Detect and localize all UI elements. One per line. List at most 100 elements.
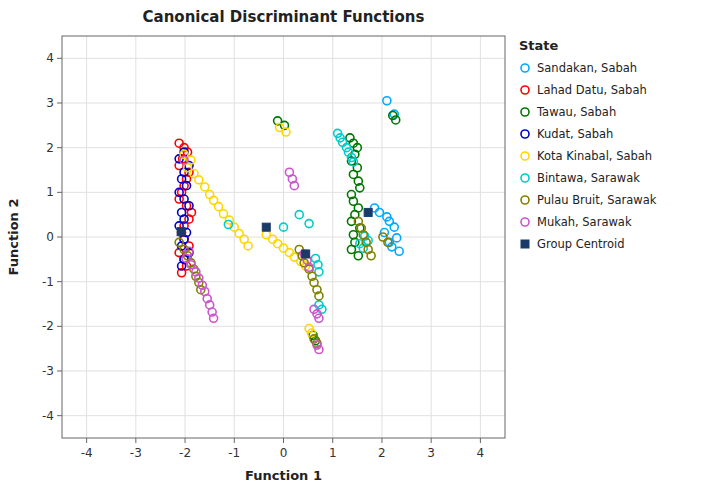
tick-mark (57, 237, 62, 238)
scatter-point (210, 314, 218, 322)
grid (62, 36, 505, 438)
grid-line (62, 103, 505, 104)
scatter-point (175, 238, 183, 246)
legend: State Sandakan, Sabah Lahad Datu, Sabah Taw… (519, 38, 657, 251)
legend-marker (521, 152, 529, 160)
scatter-point (183, 182, 191, 190)
scatter-point (347, 246, 355, 254)
tick-label: -2 (42, 319, 54, 333)
grid-line (62, 192, 505, 193)
scatter-point (395, 247, 403, 255)
scatter-point (269, 235, 277, 243)
legend-label: Bintawa, Sarawak (537, 171, 640, 185)
legend-marker (521, 240, 529, 248)
tick-mark (57, 192, 62, 193)
tick-label: -1 (42, 275, 54, 289)
scatter-point (305, 220, 313, 228)
tick-label: 0 (280, 446, 288, 460)
tick-label: 2 (46, 141, 54, 155)
tick-label: -3 (42, 364, 54, 378)
scatter-point (178, 229, 186, 237)
legend-marker (521, 130, 529, 138)
marks (175, 97, 403, 354)
tick-mark (283, 438, 284, 443)
scatter-point (280, 223, 288, 231)
tick-mark (57, 371, 62, 372)
axes: -4-3-2-101234-4-3-2-101234 (42, 36, 505, 460)
scatter-point (383, 97, 391, 105)
tick-mark (135, 438, 136, 443)
tick-mark (57, 103, 62, 104)
scatter-point (185, 202, 193, 210)
legend-marker (521, 64, 529, 72)
series (175, 139, 195, 277)
tick-label: -3 (130, 446, 142, 460)
tick-label: 2 (378, 446, 386, 460)
legend-marker (521, 196, 529, 204)
tick-mark (332, 438, 333, 443)
scatter-point (318, 305, 326, 313)
y-axis-label: Function 2 (6, 199, 21, 276)
x-axis-label: Function 1 (245, 468, 322, 483)
legend-label: Tawau, Sabah (536, 105, 616, 119)
tick-mark (185, 438, 186, 443)
tick-label: 3 (427, 446, 435, 460)
legend-marker (521, 218, 529, 226)
scatter-point (175, 139, 183, 147)
legend-label: Group Centroid (537, 237, 625, 251)
chart-svg: -4-3-2-101234-4-3-2-101234Canonical Disc… (0, 0, 710, 492)
scatter-point (201, 183, 209, 191)
tick-label: -4 (81, 446, 93, 460)
tick-label: 4 (477, 446, 485, 460)
legend-label: Kudat, Sabah (537, 127, 613, 141)
scatter-point (315, 314, 323, 322)
scatter-point (224, 220, 232, 228)
tick-mark (480, 438, 481, 443)
scatter-point (384, 238, 392, 246)
plot-frame (62, 36, 505, 438)
tick-label: 0 (46, 230, 54, 244)
tick-label: -1 (228, 446, 240, 460)
scatter-point (393, 234, 401, 242)
tick-mark (234, 438, 235, 443)
tick-mark (57, 147, 62, 148)
scatter-point (290, 182, 298, 190)
series (274, 112, 400, 345)
tick-mark (86, 438, 87, 443)
tick-label: -4 (42, 409, 54, 423)
scatter-point (390, 223, 398, 231)
grid-line (62, 147, 505, 148)
scatter-point (282, 128, 290, 136)
legend-label: Lahad Datu, Sabah (537, 83, 647, 97)
plot-background (62, 36, 505, 438)
tick-mark (57, 415, 62, 416)
tick-label: -2 (179, 446, 191, 460)
centroid-point (302, 250, 310, 258)
tick-mark (57, 281, 62, 282)
grid-line (62, 58, 505, 59)
tick-label: 4 (46, 51, 54, 65)
scatter-point (215, 203, 223, 211)
scatter-point (392, 116, 400, 124)
legend-label: Mukah, Sarawak (537, 215, 632, 229)
scatter-point (356, 184, 364, 192)
series (224, 129, 372, 313)
legend-label: Sandakan, Sabah (537, 61, 637, 75)
grid-line (62, 237, 505, 238)
tick-mark (431, 438, 432, 443)
grid-line (62, 371, 505, 372)
scatter-point (178, 262, 186, 270)
centroid-point (364, 208, 372, 216)
series (371, 97, 404, 256)
scatter-point (187, 261, 195, 269)
scatter-point (354, 252, 362, 260)
series (180, 156, 323, 353)
scatter-point (244, 242, 252, 250)
legend-marker (521, 174, 529, 182)
tick-label: 1 (329, 446, 337, 460)
chart-container: -4-3-2-101234-4-3-2-101234Canonical Disc… (0, 0, 710, 492)
centroid-point (262, 223, 270, 231)
legend-title: State (519, 38, 559, 53)
centroid-point (177, 228, 185, 236)
scatter-point (295, 211, 303, 219)
